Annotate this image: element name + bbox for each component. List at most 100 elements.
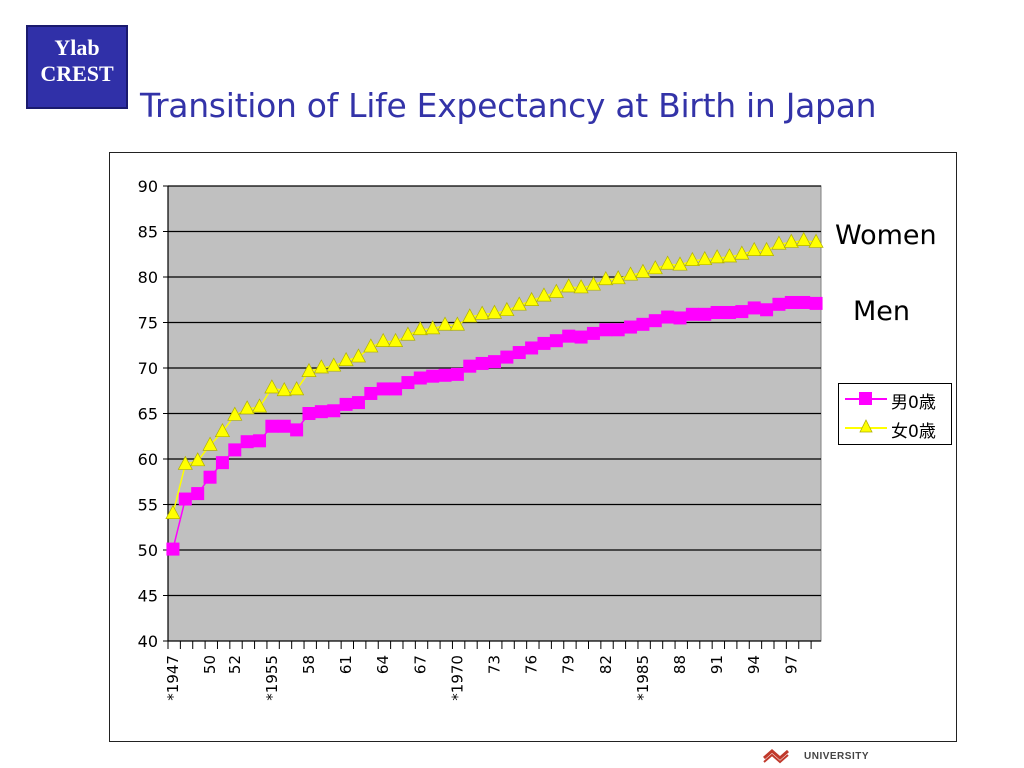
annotation-men: Men <box>853 296 911 327</box>
data-point-men <box>426 369 440 383</box>
x-tick-label: 97 <box>782 655 800 674</box>
logo-line-1: Ylab <box>54 35 100 60</box>
y-tick-label: 55 <box>138 496 158 515</box>
data-point-men <box>438 368 452 382</box>
data-point-men <box>500 350 514 364</box>
data-point-men <box>376 382 390 396</box>
data-point-men <box>389 382 403 396</box>
data-point-men <box>698 307 712 321</box>
data-point-women <box>783 233 799 248</box>
data-point-women <box>264 379 280 394</box>
data-point-women <box>709 249 725 264</box>
data-point-men <box>611 323 625 337</box>
y-tick-label: 75 <box>138 314 158 333</box>
x-tick-label: 52 <box>226 655 244 674</box>
data-point-women <box>177 455 193 470</box>
x-tick-label: 61 <box>337 655 355 674</box>
y-tick-label: 50 <box>138 541 158 560</box>
data-point-women <box>697 250 713 266</box>
x-tick-label: 88 <box>671 655 689 674</box>
legend-entry-men: 男0歳 <box>839 384 951 413</box>
life-expectancy-chart: 40 45 50 55 60 65 70 75 80 85 90 *1947 50 52 *1955 58 61… <box>138 177 824 701</box>
legend-triangle-marker-icon <box>859 419 873 433</box>
data-point-women <box>326 357 342 372</box>
data-point-women <box>301 362 317 377</box>
logo-line-2: CREST <box>40 61 114 86</box>
data-point-women <box>808 233 824 248</box>
data-point-women <box>437 316 453 331</box>
x-tick-label: 76 <box>523 655 541 674</box>
data-point-women <box>227 406 243 421</box>
data-point-men <box>488 355 501 369</box>
x-tick-label: 73 <box>486 655 504 674</box>
university-wordmark: UNIVERSITY <box>804 751 870 762</box>
data-point-men <box>784 295 798 309</box>
data-point-men <box>648 314 662 328</box>
data-point-women <box>251 398 268 413</box>
data-point-women <box>684 251 700 266</box>
data-point-men <box>364 386 378 400</box>
data-point-women <box>746 241 762 256</box>
data-point-men <box>413 371 427 385</box>
data-point-men <box>710 305 724 319</box>
data-point-men <box>722 305 736 319</box>
data-point-women <box>486 304 503 319</box>
data-point-men <box>673 311 687 325</box>
data-point-women <box>202 436 218 451</box>
x-tick-label: *1955 <box>263 655 281 701</box>
data-point-women <box>462 308 478 323</box>
data-point-men <box>240 435 254 449</box>
chart-legend: 男0歳 女0歳 <box>838 383 952 445</box>
data-point-women <box>239 400 255 415</box>
data-point-women <box>511 296 527 311</box>
data-point-men <box>475 356 489 370</box>
y-tick-label: 70 <box>138 359 158 378</box>
data-point-men <box>574 330 588 344</box>
y-tick-label: 65 <box>138 405 158 424</box>
chart-frame: 40 45 50 55 60 65 70 75 80 85 90 *1947 50 52 *1955 58 61… <box>109 152 957 742</box>
data-point-men <box>450 367 464 381</box>
data-point-women <box>449 316 465 331</box>
x-tick-label: 91 <box>708 655 726 674</box>
data-point-men <box>586 326 600 340</box>
legend-label-men: 男0歳 <box>891 393 936 413</box>
data-point-men <box>797 295 811 309</box>
data-point-women <box>622 266 639 281</box>
data-point-men <box>772 297 786 311</box>
data-point-women <box>524 291 540 307</box>
data-point-women <box>499 301 515 317</box>
university-emblem-icon <box>763 749 789 764</box>
data-point-men <box>253 434 267 448</box>
data-point-men <box>599 323 613 337</box>
data-point-women <box>734 245 750 260</box>
data-point-men <box>228 443 242 457</box>
data-point-men <box>537 336 551 350</box>
legend-entry-women: 女0歳 <box>839 413 951 442</box>
data-point-women <box>387 332 404 347</box>
data-point-women <box>548 283 564 298</box>
data-point-men <box>290 423 304 437</box>
data-point-men <box>327 404 341 418</box>
y-tick-label: 40 <box>138 632 158 651</box>
data-point-women <box>165 504 181 519</box>
data-point-men <box>463 359 477 373</box>
data-point-women <box>474 305 490 320</box>
data-point-men <box>685 307 699 321</box>
data-point-men <box>178 492 192 506</box>
data-point-men <box>636 317 650 331</box>
data-point-women <box>635 263 651 278</box>
x-tick-label: *1970 <box>448 655 466 701</box>
data-point-men <box>215 456 229 470</box>
data-point-men <box>549 334 563 348</box>
data-point-men <box>661 310 675 324</box>
legend-square-marker-icon <box>859 392 872 405</box>
data-point-men <box>277 419 291 433</box>
x-tick-label: *1985 <box>634 655 652 701</box>
x-tick-label: 82 <box>597 655 615 674</box>
x-tick-label: *1947 <box>164 655 182 701</box>
data-point-women <box>375 332 391 347</box>
data-point-women <box>400 326 416 341</box>
data-point-women <box>647 260 663 275</box>
data-point-women <box>585 276 602 291</box>
x-tick-label: 64 <box>374 655 392 674</box>
